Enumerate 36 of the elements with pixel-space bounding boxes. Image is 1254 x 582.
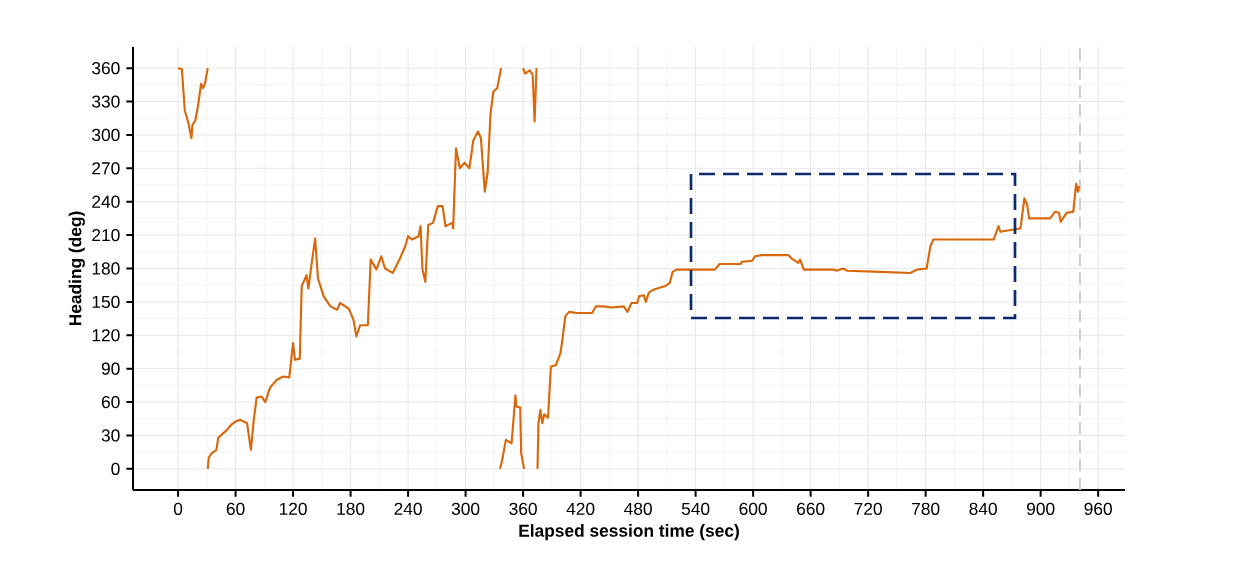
line-series bbox=[206, 67, 503, 470]
x-tick-label: 120 bbox=[279, 502, 307, 515]
x-tick-label: 840 bbox=[969, 502, 997, 515]
x-tick-label: 540 bbox=[681, 502, 710, 515]
x-tick-label: 360 bbox=[509, 502, 537, 515]
x-axis-title: Elapsed session time (sec) bbox=[519, 524, 739, 541]
y-tick-label: 270 bbox=[92, 162, 120, 175]
x-tick-label: 60 bbox=[226, 502, 245, 515]
x-tick-label: 960 bbox=[1084, 502, 1112, 515]
x-tick-label: 900 bbox=[1027, 502, 1055, 515]
line-series bbox=[522, 67, 538, 123]
x-tick-label: 420 bbox=[566, 502, 595, 515]
y-tick-label: 240 bbox=[92, 195, 120, 208]
y-tick-label: 120 bbox=[92, 329, 120, 342]
x-tick-label: 180 bbox=[337, 502, 365, 515]
y-tick-label: 90 bbox=[101, 362, 120, 375]
y-tick-label: 330 bbox=[92, 95, 120, 108]
y-tick-label: 60 bbox=[101, 395, 120, 409]
y-tick-label: 30 bbox=[101, 429, 120, 442]
y-tick-label: 360 bbox=[92, 62, 120, 75]
x-tick-label: 300 bbox=[451, 502, 480, 515]
line-series bbox=[176, 67, 209, 140]
x-tick-label: 660 bbox=[797, 502, 825, 515]
y-axis-title: Heading (deg) bbox=[68, 211, 85, 326]
x-tick-label: 720 bbox=[854, 502, 882, 515]
x-tick-label: 0 bbox=[173, 502, 183, 515]
x-tick-label: 600 bbox=[739, 502, 767, 515]
line-series bbox=[499, 394, 526, 470]
x-tick-label: 480 bbox=[624, 502, 652, 515]
y-tick-label: 300 bbox=[92, 128, 120, 142]
x-tick-label: 240 bbox=[394, 502, 422, 515]
x-tick-label: 780 bbox=[912, 502, 940, 515]
y-tick-label: 210 bbox=[92, 228, 120, 242]
y-tick-label: 0 bbox=[111, 462, 120, 475]
y-tick-label: 180 bbox=[92, 262, 120, 275]
y-tick-label: 150 bbox=[92, 295, 120, 309]
